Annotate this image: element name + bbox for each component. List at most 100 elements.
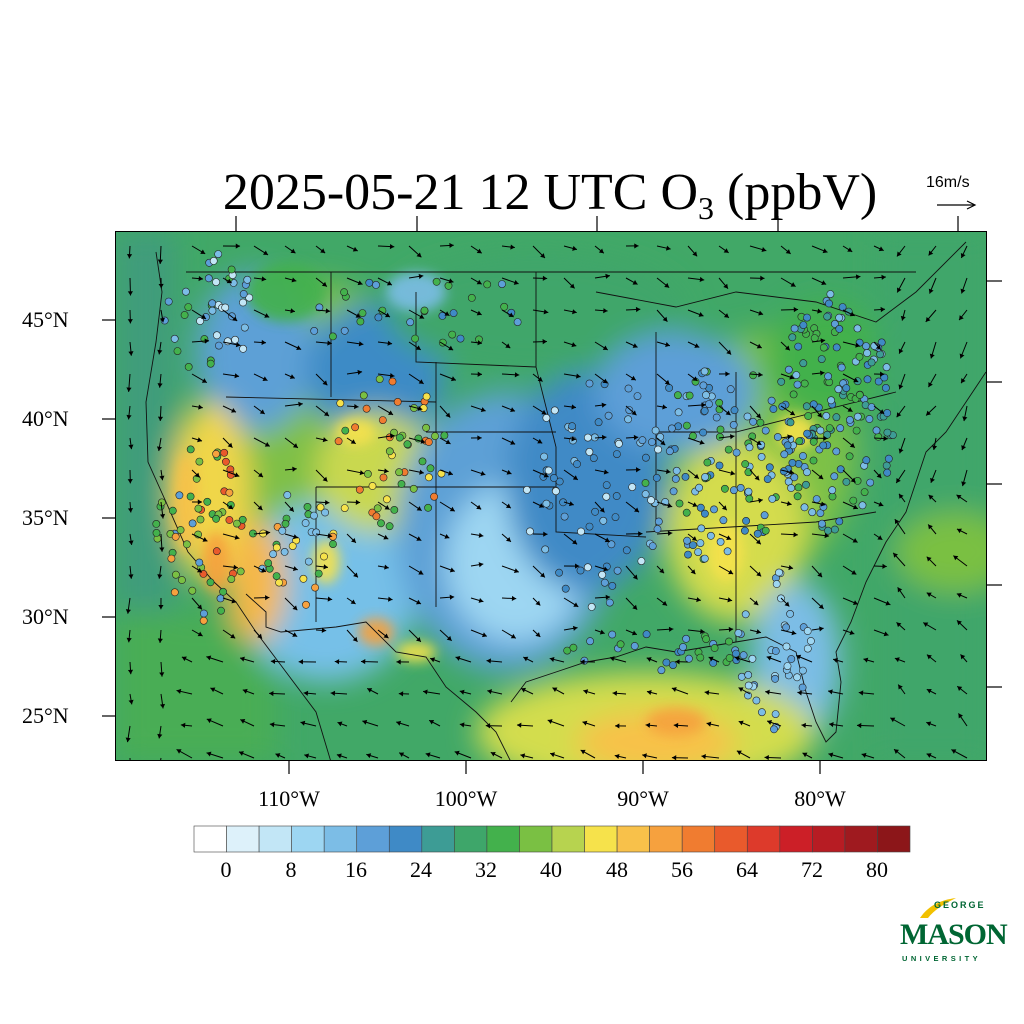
wind-vector-head bbox=[863, 657, 869, 663]
wind-vector-head bbox=[664, 282, 670, 288]
monitor-station bbox=[819, 343, 828, 352]
wind-vector-head bbox=[478, 562, 484, 568]
wind-vector-head bbox=[667, 503, 673, 508]
wind-vector-head bbox=[802, 752, 808, 758]
ozone-map bbox=[115, 231, 987, 761]
wind-vector-head bbox=[758, 372, 763, 378]
monitor-station bbox=[761, 426, 770, 435]
monitor-station bbox=[152, 519, 161, 528]
wind-vector-head bbox=[926, 556, 932, 562]
monitor-station bbox=[863, 349, 871, 357]
colorbar-tick-32: 32 bbox=[475, 857, 497, 882]
wind-vector-head bbox=[420, 438, 426, 444]
monitor-station bbox=[206, 578, 215, 587]
monitor-station bbox=[208, 306, 217, 315]
wind-vector-head bbox=[261, 276, 267, 282]
wind-vector-head bbox=[605, 594, 611, 600]
monitor-station bbox=[702, 635, 710, 643]
wind-vector-head bbox=[537, 438, 543, 444]
monitor-station bbox=[178, 576, 186, 584]
wind-vector-head bbox=[449, 594, 455, 600]
monitor-station bbox=[882, 363, 891, 372]
wind-vector-head bbox=[449, 242, 454, 249]
wind-vector-head bbox=[885, 600, 891, 606]
wind-vector-head bbox=[384, 468, 389, 474]
monitor-station bbox=[204, 274, 213, 283]
wind-vector-head bbox=[833, 657, 838, 663]
monitor-station bbox=[790, 324, 799, 333]
colorbar-box bbox=[323, 825, 358, 853]
monitor-station bbox=[749, 371, 757, 380]
monitor-station bbox=[810, 334, 819, 342]
wind-vector-head bbox=[821, 280, 827, 285]
wind-vector-head bbox=[897, 587, 903, 593]
wind-vector-head bbox=[633, 434, 639, 441]
wind-vector-head bbox=[176, 688, 182, 694]
monitor-station bbox=[705, 400, 713, 408]
wind-vector-head bbox=[157, 574, 163, 579]
monitor-station bbox=[822, 411, 831, 420]
monitor-station bbox=[340, 504, 349, 512]
monitor-station bbox=[884, 454, 893, 463]
wind-vector-head bbox=[157, 349, 163, 355]
monitor-station bbox=[585, 447, 594, 456]
monitor-station bbox=[240, 323, 249, 332]
wind-vector-head bbox=[416, 536, 422, 541]
wind-vector-head bbox=[926, 592, 932, 598]
wind-vector-head bbox=[662, 404, 667, 410]
wind-vector-head bbox=[535, 632, 541, 637]
wind-vector-head bbox=[847, 407, 853, 412]
wind-vector-head bbox=[158, 605, 164, 610]
monitor-station bbox=[816, 426, 825, 435]
monitor-station bbox=[212, 514, 220, 523]
wind-vector-head bbox=[269, 691, 274, 697]
logo-swoosh-icon bbox=[920, 898, 956, 918]
wind-vector-head bbox=[231, 598, 237, 604]
monitor-station bbox=[358, 309, 367, 317]
wind-vector-head bbox=[604, 537, 610, 543]
wind-vector-head bbox=[227, 442, 233, 448]
wind-vector-head bbox=[896, 478, 901, 484]
monitor-station bbox=[823, 312, 832, 321]
monitor-station bbox=[883, 428, 892, 437]
wind-vector-head bbox=[659, 568, 665, 574]
wind-vector-head bbox=[386, 280, 392, 286]
wind-vector-head bbox=[861, 752, 867, 758]
monitor-station bbox=[245, 293, 254, 302]
monitor-station bbox=[233, 519, 241, 528]
wind-vector-head bbox=[289, 506, 294, 512]
wind-vector-head bbox=[262, 376, 268, 382]
monitor-station bbox=[653, 525, 662, 533]
wind-vector-head bbox=[510, 440, 516, 445]
wind-vector-head bbox=[127, 291, 133, 296]
wind-vector-head bbox=[671, 755, 677, 760]
monitor-station bbox=[654, 445, 662, 454]
monitor-station bbox=[654, 517, 663, 526]
wind-vector-head bbox=[290, 248, 296, 254]
wind-vector-head bbox=[738, 687, 744, 692]
wind-vector-head bbox=[197, 499, 203, 505]
wind-vector-head bbox=[665, 245, 671, 251]
wind-vector-head bbox=[537, 376, 543, 382]
monitor-station bbox=[432, 277, 441, 286]
monitor-station bbox=[862, 342, 870, 350]
wind-vector-head bbox=[797, 690, 802, 696]
monitor-station bbox=[701, 473, 709, 481]
monitor-station bbox=[725, 637, 733, 646]
wind-vector-head bbox=[448, 345, 454, 351]
wind-vector-head bbox=[322, 437, 328, 443]
monitor-station bbox=[209, 256, 218, 265]
wind-vector-head bbox=[550, 752, 555, 758]
wind-vector-head bbox=[960, 654, 966, 660]
wind-vector-head bbox=[383, 534, 389, 540]
wind-vector-head bbox=[446, 635, 452, 641]
wind-vector-head bbox=[477, 435, 482, 441]
colorbar-tick-0: 0 bbox=[220, 857, 232, 882]
monitor-station bbox=[786, 418, 795, 427]
wind-vector-head bbox=[858, 690, 864, 696]
monitor-station bbox=[697, 524, 706, 533]
monitor-station bbox=[522, 485, 531, 494]
monitor-station bbox=[703, 458, 712, 467]
monitor-station bbox=[372, 512, 381, 521]
wind-vector-head bbox=[419, 314, 425, 319]
